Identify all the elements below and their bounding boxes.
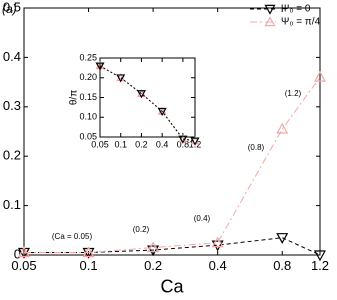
x-tick-label: 0.8 [177, 139, 190, 149]
marker [190, 137, 200, 146]
x-tick-label: 0.4 [209, 258, 227, 273]
legend-marker [264, 4, 276, 15]
y-tick-label: 0.4 [3, 49, 21, 64]
annotation: (Ca = 0.05) [52, 232, 93, 241]
marker [95, 62, 105, 71]
marker [276, 233, 289, 244]
series-line [24, 237, 321, 256]
y-tick-label: 0 [14, 246, 21, 261]
x-tick-label: 1.2 [311, 258, 329, 273]
y-tick-label: 0.5 [3, 0, 21, 14]
marker [211, 236, 224, 248]
annotation: (1.2) [285, 89, 302, 98]
series-line [24, 76, 321, 254]
x-tick-label: 0.05 [91, 139, 109, 149]
x-tick-label: 0.4 [156, 139, 169, 149]
legend-label: Ψ₀ = π/4 [281, 17, 321, 28]
marker [178, 135, 188, 144]
x-tick-label: 0.1 [114, 139, 127, 149]
y-tick-label: 0.3 [3, 98, 21, 113]
marker [276, 122, 289, 134]
y-tick-label: 0.05 [79, 131, 97, 141]
y-tick-label: 0.1 [3, 197, 21, 212]
marker [17, 246, 31, 258]
marker [147, 245, 160, 257]
y-axis-label: θ/π [69, 90, 80, 105]
annotation: (0.4) [194, 214, 211, 223]
marker [157, 107, 167, 117]
x-tick-label: 0.2 [144, 258, 162, 273]
legend-marker [264, 16, 276, 27]
x-tick-label: 0.8 [273, 258, 291, 273]
marker [211, 240, 224, 252]
y-tick-label: 0.10 [79, 112, 97, 122]
x-tick-label: 0.05 [11, 258, 36, 273]
x-axis-label: Ca [160, 276, 184, 296]
marker [136, 90, 146, 99]
plot-frame [99, 57, 196, 138]
marker [313, 70, 327, 82]
y-tick-label: 0.15 [79, 92, 97, 102]
annotation: (0.8) [248, 143, 265, 152]
y-tick-label: 0.20 [79, 72, 97, 82]
x-tick-label: 0.1 [80, 258, 98, 273]
y-tick-label: 0.2 [3, 148, 21, 163]
panel-label: (a) [2, 2, 17, 16]
marker [82, 246, 95, 258]
legend-label: Ψ₀ = 0 [281, 4, 311, 15]
marker [313, 250, 327, 262]
marker [116, 74, 126, 83]
y-tick-label: 0.25 [79, 52, 97, 62]
annotation: (0.2) [133, 225, 150, 234]
x-tick-label: 0.2 [135, 139, 148, 149]
marker [147, 241, 160, 253]
